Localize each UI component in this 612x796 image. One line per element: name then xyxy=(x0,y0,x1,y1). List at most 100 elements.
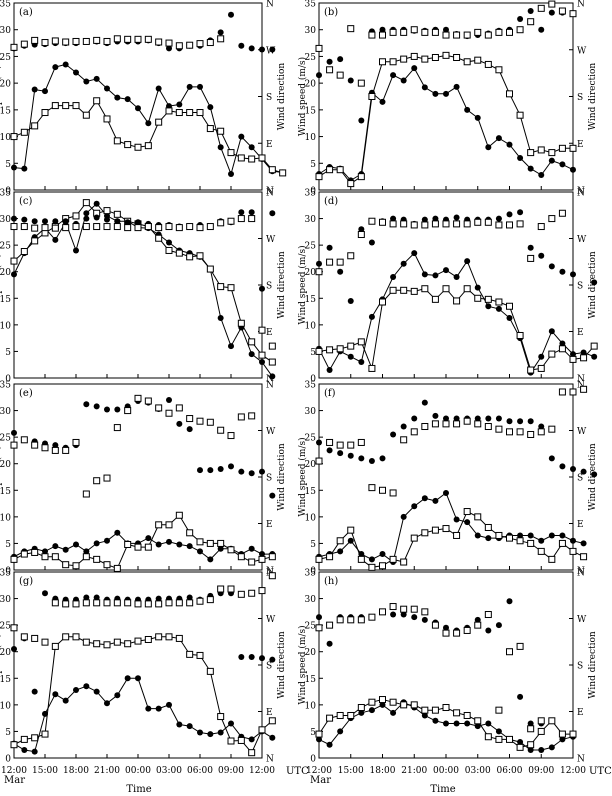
data-point-circle xyxy=(379,701,386,708)
data-point-square xyxy=(548,555,556,563)
data-point-circle xyxy=(538,423,545,430)
data-point-square xyxy=(463,31,471,39)
y-tick-label: 10 xyxy=(305,321,317,331)
data-point-square xyxy=(347,616,355,624)
data-point-square xyxy=(144,543,152,551)
data-point-circle xyxy=(73,541,79,548)
data-point-square xyxy=(227,737,235,745)
data-point-square xyxy=(134,35,142,43)
data-point-square xyxy=(379,298,386,306)
data-point-square xyxy=(62,38,70,46)
data-point-square xyxy=(558,7,566,15)
y-tick-label: 5 xyxy=(310,160,316,170)
y-tick-label: 20 xyxy=(305,460,317,470)
data-point-circle xyxy=(358,226,365,233)
data-point-circle xyxy=(538,172,545,179)
data-point-square xyxy=(347,526,355,534)
data-point-circle xyxy=(421,399,428,406)
y-axis-title-right: Wind direction xyxy=(277,631,287,699)
data-point-square xyxy=(347,25,355,33)
data-point-square xyxy=(51,37,59,45)
data-point-square xyxy=(379,218,386,226)
data-point-circle xyxy=(186,426,193,433)
data-point-circle xyxy=(443,720,449,727)
dir-tick-label: N xyxy=(266,375,274,385)
data-point-circle xyxy=(52,64,59,71)
plot-frame xyxy=(318,383,574,571)
data-point-circle xyxy=(73,247,79,254)
data-point-square xyxy=(474,717,482,725)
data-point-square xyxy=(31,224,39,232)
data-point-square xyxy=(124,540,132,548)
data-point-circle xyxy=(186,543,193,550)
data-point-circle xyxy=(52,691,59,698)
data-point-square xyxy=(155,521,163,529)
x-tick-label: 03:00 xyxy=(465,766,491,776)
data-point-square xyxy=(548,0,556,8)
data-point-circle xyxy=(207,731,214,738)
data-point-circle xyxy=(31,218,38,225)
data-point-circle xyxy=(228,720,234,727)
data-point-circle xyxy=(93,200,100,207)
data-point-square xyxy=(10,257,18,265)
y-axis-title-right: Wind direction xyxy=(588,631,598,699)
y-tick-label: 15 xyxy=(305,295,317,305)
data-point-square xyxy=(315,555,323,563)
data-point-square xyxy=(368,364,376,372)
data-point-square xyxy=(165,39,173,47)
data-point-circle xyxy=(176,101,183,108)
y-axis-title: Wind speed (m/s) xyxy=(0,625,3,704)
data-point-circle xyxy=(495,728,502,735)
data-point-circle xyxy=(176,541,183,548)
data-point-square xyxy=(389,489,397,497)
data-point-square xyxy=(431,53,439,61)
data-point-square xyxy=(144,142,152,150)
data-point-square xyxy=(527,18,535,26)
data-point-circle xyxy=(186,723,193,730)
data-point-square xyxy=(431,420,439,428)
data-point-square xyxy=(453,53,461,61)
y-tick-label: 30 xyxy=(305,595,317,605)
x-tick-label: 00:00 xyxy=(125,766,151,776)
y-tick-label: 5 xyxy=(5,160,11,170)
data-point-square xyxy=(175,42,183,50)
data-point-square xyxy=(175,109,183,117)
data-point-square xyxy=(82,490,90,498)
data-point-square xyxy=(237,736,245,744)
data-point-circle xyxy=(379,551,386,558)
data-point-square xyxy=(580,385,588,393)
data-point-square xyxy=(442,285,450,293)
data-point-square xyxy=(165,521,173,529)
data-point-square xyxy=(248,338,256,346)
y-tick-label: 15 xyxy=(0,106,11,116)
data-point-circle xyxy=(259,655,265,662)
dir-tick-label: E xyxy=(266,140,273,150)
data-point-circle xyxy=(347,77,354,84)
data-point-circle xyxy=(42,710,48,717)
data-point-square xyxy=(93,599,101,607)
data-point-circle xyxy=(421,712,428,719)
y-axis-title: Wind speed (m/s) xyxy=(0,57,3,136)
data-point-square xyxy=(484,31,492,39)
data-point-circle xyxy=(411,503,418,510)
data-point-circle xyxy=(432,412,439,419)
y-tick-label: 30 xyxy=(0,595,11,605)
data-point-circle xyxy=(186,83,193,90)
data-point-square xyxy=(113,35,121,43)
data-point-circle xyxy=(104,700,110,707)
x-tick-label: 00:00 xyxy=(433,766,459,776)
y-tick-label: 0 xyxy=(310,375,316,385)
data-point-square xyxy=(527,430,535,438)
data-point-square xyxy=(258,587,266,595)
data-point-square xyxy=(569,10,577,18)
y-tick-label: 35 xyxy=(305,0,317,10)
data-point-circle xyxy=(527,532,534,539)
data-point-square xyxy=(186,529,194,537)
y-tick-label: 25 xyxy=(0,434,11,444)
data-point-square xyxy=(442,220,450,228)
data-point-circle xyxy=(538,747,545,754)
panel-e: 0 5 10 15 20 25 30 35 N E S W N Wind speed (m/s) Wind … xyxy=(0,381,287,577)
data-point-circle xyxy=(453,83,460,90)
